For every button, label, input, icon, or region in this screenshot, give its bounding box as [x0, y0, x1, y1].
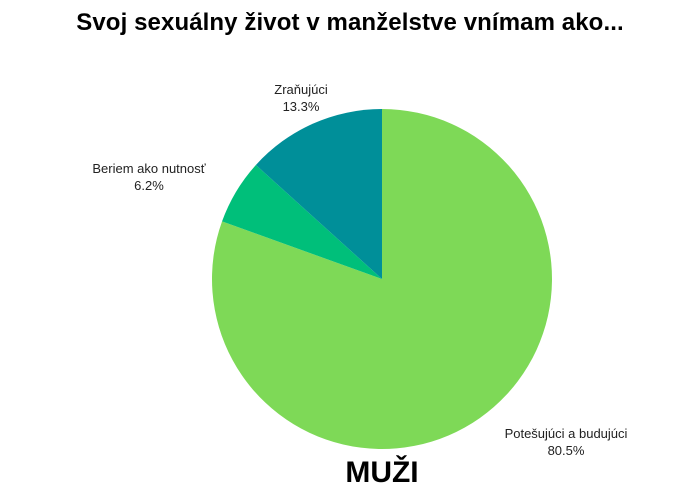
slice-label: Beriem ako nutnosť	[92, 161, 205, 176]
slice-value-label: 80.5%	[548, 443, 585, 458]
pie-slice-3	[255, 109, 382, 279]
pie-slice-1	[211, 109, 552, 449]
pie-slice-2	[222, 164, 382, 279]
slice-label: Zraňujúci	[274, 82, 328, 97]
chart-subtitle: MUŽI	[345, 456, 419, 489]
slice-value-label: 13.3%	[283, 99, 320, 114]
chart-title: Svoj sexuálny život v manželstve vnímam …	[76, 9, 624, 36]
slice-label: Potešujúci a budujúci	[505, 426, 628, 441]
slice-value-label: 6.2%	[134, 178, 164, 193]
